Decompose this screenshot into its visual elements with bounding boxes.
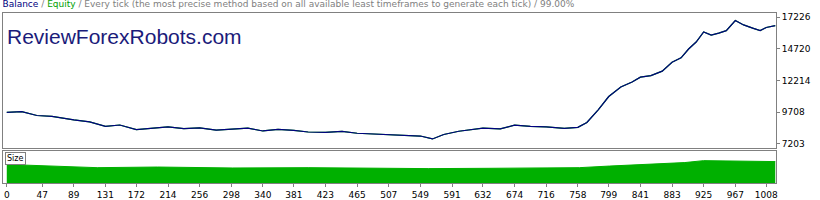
svg-text:Size: Size [7, 154, 24, 163]
svg-text:507: 507 [380, 190, 397, 200]
svg-text:925: 925 [695, 190, 712, 200]
svg-text:841: 841 [632, 190, 649, 200]
svg-text:17226: 17226 [782, 12, 811, 22]
svg-text:716: 716 [538, 190, 555, 200]
svg-text:12214: 12214 [782, 76, 811, 86]
svg-text:0: 0 [4, 190, 10, 200]
svg-text:131: 131 [97, 190, 114, 200]
svg-text:172: 172 [128, 190, 145, 200]
svg-text:967: 967 [727, 190, 744, 200]
svg-text:381: 381 [285, 190, 302, 200]
svg-text:47: 47 [36, 190, 47, 200]
svg-text:Balance / Equity / Every tick: Balance / Equity / Every tick (the most … [2, 0, 574, 9]
svg-text:758: 758 [569, 190, 586, 200]
svg-text:883: 883 [663, 190, 680, 200]
svg-text:1008: 1008 [755, 190, 778, 200]
svg-text:214: 214 [159, 190, 176, 200]
svg-text:465: 465 [349, 190, 366, 200]
svg-text:799: 799 [600, 190, 617, 200]
svg-text:9708: 9708 [782, 107, 805, 117]
svg-text:89: 89 [68, 190, 80, 200]
svg-text:298: 298 [223, 190, 240, 200]
svg-text:674: 674 [506, 190, 523, 200]
svg-text:14720: 14720 [782, 44, 811, 54]
svg-text:549: 549 [412, 190, 429, 200]
svg-text:632: 632 [474, 190, 491, 200]
svg-text:7203: 7203 [782, 139, 805, 149]
svg-text:256: 256 [191, 190, 208, 200]
svg-text:340: 340 [254, 190, 271, 200]
svg-text:591: 591 [443, 190, 460, 200]
svg-text:423: 423 [317, 190, 334, 200]
svg-text:ReviewForexRobots.com: ReviewForexRobots.com [7, 25, 242, 48]
